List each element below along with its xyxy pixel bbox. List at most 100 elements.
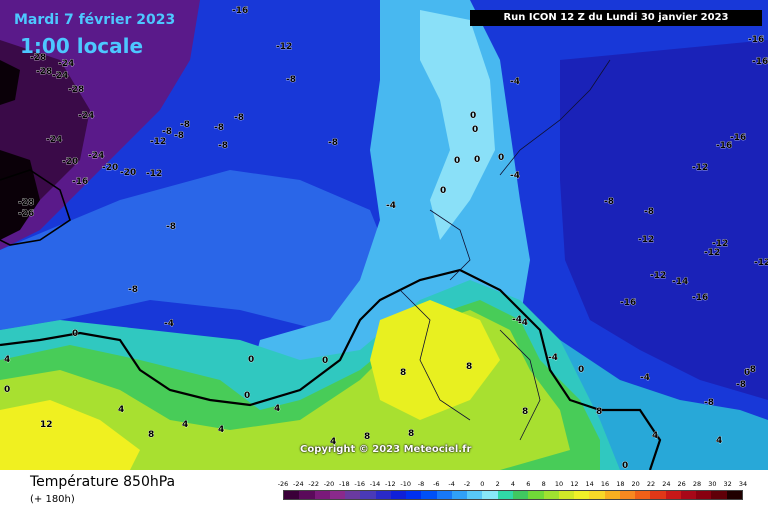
contour-label: -12 bbox=[692, 163, 708, 173]
contour-label: 0 bbox=[472, 125, 478, 135]
contour-label: -12 bbox=[754, 258, 768, 268]
contour-label: 4 bbox=[118, 405, 124, 415]
contour-label: -24 bbox=[46, 135, 62, 145]
legend-tick: -4 bbox=[448, 480, 455, 488]
legend-swatch bbox=[726, 491, 742, 499]
field-black-nw bbox=[0, 150, 40, 240]
legend-tick: -22 bbox=[308, 480, 319, 488]
contour-label: 4 bbox=[652, 431, 658, 441]
legend-swatch bbox=[619, 491, 636, 499]
legend-tick: 28 bbox=[692, 480, 702, 488]
contour-label: 0 bbox=[498, 153, 504, 163]
contour-label: 4 bbox=[4, 355, 10, 365]
legend-tick: -14 bbox=[369, 480, 381, 488]
contour-label: -8 bbox=[604, 197, 614, 207]
contour-label: -28 bbox=[18, 198, 34, 208]
color-legend bbox=[283, 490, 743, 500]
contour-label: -8 bbox=[746, 365, 756, 375]
contour-label: -16 bbox=[748, 35, 764, 45]
contour-label: -24 bbox=[78, 111, 94, 121]
legend-tick: 10 bbox=[554, 480, 564, 488]
contour-label: -8 bbox=[166, 222, 176, 232]
contour-label: -8 bbox=[286, 75, 296, 85]
contour-label: -20 bbox=[62, 157, 78, 167]
legend-tick: 6 bbox=[526, 480, 531, 488]
contour-label: 4 bbox=[716, 436, 722, 446]
contour-label: -20 bbox=[102, 163, 118, 173]
contour-label: 0 bbox=[622, 461, 628, 470]
contour-label: -16 bbox=[730, 133, 746, 143]
contour-label: 8 bbox=[148, 430, 154, 440]
contour-label: 0 bbox=[578, 365, 584, 375]
contour-label: -16 bbox=[232, 6, 248, 16]
legend-swatch bbox=[345, 491, 361, 499]
field-blue-mid bbox=[0, 170, 390, 330]
contour-label: 0 bbox=[72, 329, 78, 339]
field-teal-east bbox=[560, 340, 768, 470]
contour-label: -24 bbox=[58, 59, 74, 69]
legend-swatch bbox=[711, 491, 727, 499]
contour-label: 0 bbox=[474, 155, 480, 165]
legend-tick: 16 bbox=[600, 480, 610, 488]
legend-tick: 2 bbox=[495, 480, 500, 488]
contour-label: -4 bbox=[512, 315, 522, 325]
legend-swatch bbox=[406, 491, 422, 499]
contour-label: -24 bbox=[88, 151, 104, 161]
legend-tick: -24 bbox=[293, 480, 304, 488]
contour-label: -8 bbox=[180, 120, 190, 130]
contour-label: -4 bbox=[548, 353, 558, 363]
legend-tick: -20 bbox=[323, 480, 335, 488]
legend-swatch bbox=[604, 491, 620, 499]
legend-swatch bbox=[436, 491, 452, 499]
contour-label: -8 bbox=[644, 207, 654, 217]
field-cyan-light bbox=[420, 10, 495, 240]
contour-label: -4 bbox=[518, 318, 528, 328]
contour-label: -12 bbox=[650, 271, 666, 281]
contour-label: -8 bbox=[704, 398, 714, 408]
contour-label: -16 bbox=[72, 177, 88, 187]
contour-label: -12 bbox=[712, 239, 728, 249]
legend-tick: 26 bbox=[677, 480, 686, 488]
legend-swatch bbox=[314, 491, 330, 499]
contour-label: -16 bbox=[752, 57, 768, 67]
legend-tick: -18 bbox=[339, 480, 350, 488]
contour-label: -8 bbox=[162, 127, 172, 137]
copyright-notice: Copyright © 2023 Meteociel.fr bbox=[300, 444, 472, 455]
legend-tick-labels: -26 -24 -22 -20 -18 -16 -14 -12 -10 -8 -6 -4 -2 0 2 4 6 8… bbox=[278, 480, 747, 490]
legend-swatch bbox=[375, 491, 391, 499]
legend-tick: 14 bbox=[585, 480, 594, 488]
legend-swatch bbox=[360, 491, 376, 499]
contour-label: 0 bbox=[470, 111, 476, 121]
legend-tick: 22 bbox=[646, 480, 656, 488]
contour-label: 12 bbox=[40, 420, 53, 430]
legend-tick: -26 bbox=[277, 480, 289, 488]
contour-label: -4 bbox=[510, 77, 520, 87]
legend-tick: 12 bbox=[570, 480, 579, 488]
contour-label: 4 bbox=[218, 425, 224, 435]
legend-swatch bbox=[543, 491, 559, 499]
contour-label: -20 bbox=[120, 168, 136, 178]
legend-swatch bbox=[665, 491, 681, 499]
contour-label: -8 bbox=[328, 138, 338, 148]
legend-swatch bbox=[650, 491, 666, 499]
contour-label: 0 bbox=[248, 355, 254, 365]
contour-label: -8 bbox=[218, 141, 228, 151]
contour-label: 8 bbox=[364, 432, 370, 442]
legend-swatch bbox=[528, 491, 544, 499]
contour-label: 8 bbox=[596, 407, 602, 417]
contour-label: -4 bbox=[386, 201, 396, 211]
contour-label: -16 bbox=[692, 293, 708, 303]
forecast-date: Mardi 7 février 2023 bbox=[14, 12, 176, 28]
legend-swatch bbox=[390, 491, 407, 499]
field-yellow-sw bbox=[0, 400, 140, 470]
contour-label: 8 bbox=[400, 368, 406, 378]
contour-label: -14 bbox=[672, 277, 688, 287]
forecast-hour: 1:00 locale bbox=[20, 34, 144, 58]
contour-label: -4 bbox=[510, 171, 520, 181]
contour-label: -28 bbox=[68, 85, 84, 95]
legend-tick: 34 bbox=[738, 480, 748, 488]
legend-tick: -6 bbox=[433, 480, 440, 488]
legend-tick: 0 bbox=[480, 480, 485, 488]
contour-label: -26 bbox=[18, 209, 34, 219]
